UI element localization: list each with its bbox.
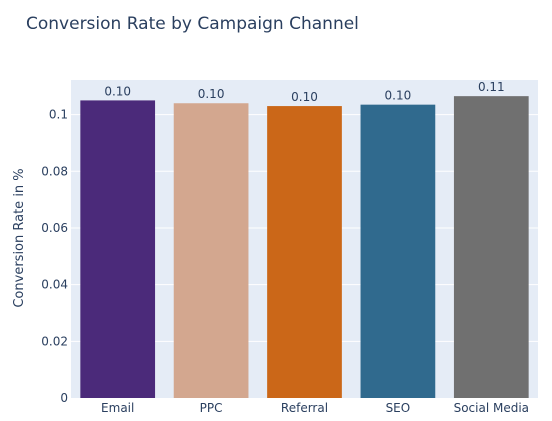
data-label: 0.10	[104, 84, 131, 98]
y-tick-label: 0.02	[41, 334, 68, 348]
y-axis-label: Conversion Rate in %	[12, 168, 27, 307]
bars: 0.10 0.10 0.10 0.10 0.11	[80, 80, 529, 399]
data-label: 0.10	[385, 89, 412, 103]
bar-social-media	[453, 96, 529, 398]
y-tick-label: 0.06	[41, 221, 68, 235]
y-tick-label: 0	[60, 391, 68, 405]
chart-title: Conversion Rate by Campaign Channel	[26, 14, 359, 34]
bar-seo	[360, 104, 436, 399]
x-tick-label: PPC	[200, 401, 223, 415]
y-axis-ticks: 0 0.02 0.04 0.06 0.08 0.1	[41, 108, 68, 405]
x-tick-label: Referral	[281, 401, 328, 415]
y-tick-label: 0.1	[49, 108, 68, 122]
x-tick-label: Email	[101, 401, 134, 415]
bar-ppc	[173, 103, 249, 399]
bar-email	[80, 100, 156, 398]
bar-referral	[267, 106, 342, 399]
y-tick-label: 0.04	[41, 278, 68, 292]
x-axis-ticks: Email PPC Referral SEO Social Media	[101, 401, 529, 415]
x-tick-label: Social Media	[454, 401, 529, 415]
x-tick-label: SEO	[386, 401, 411, 415]
y-tick-label: 0.08	[41, 164, 68, 178]
data-label: 0.11	[478, 80, 505, 94]
data-label: 0.10	[291, 90, 318, 104]
data-label: 0.10	[198, 87, 225, 101]
